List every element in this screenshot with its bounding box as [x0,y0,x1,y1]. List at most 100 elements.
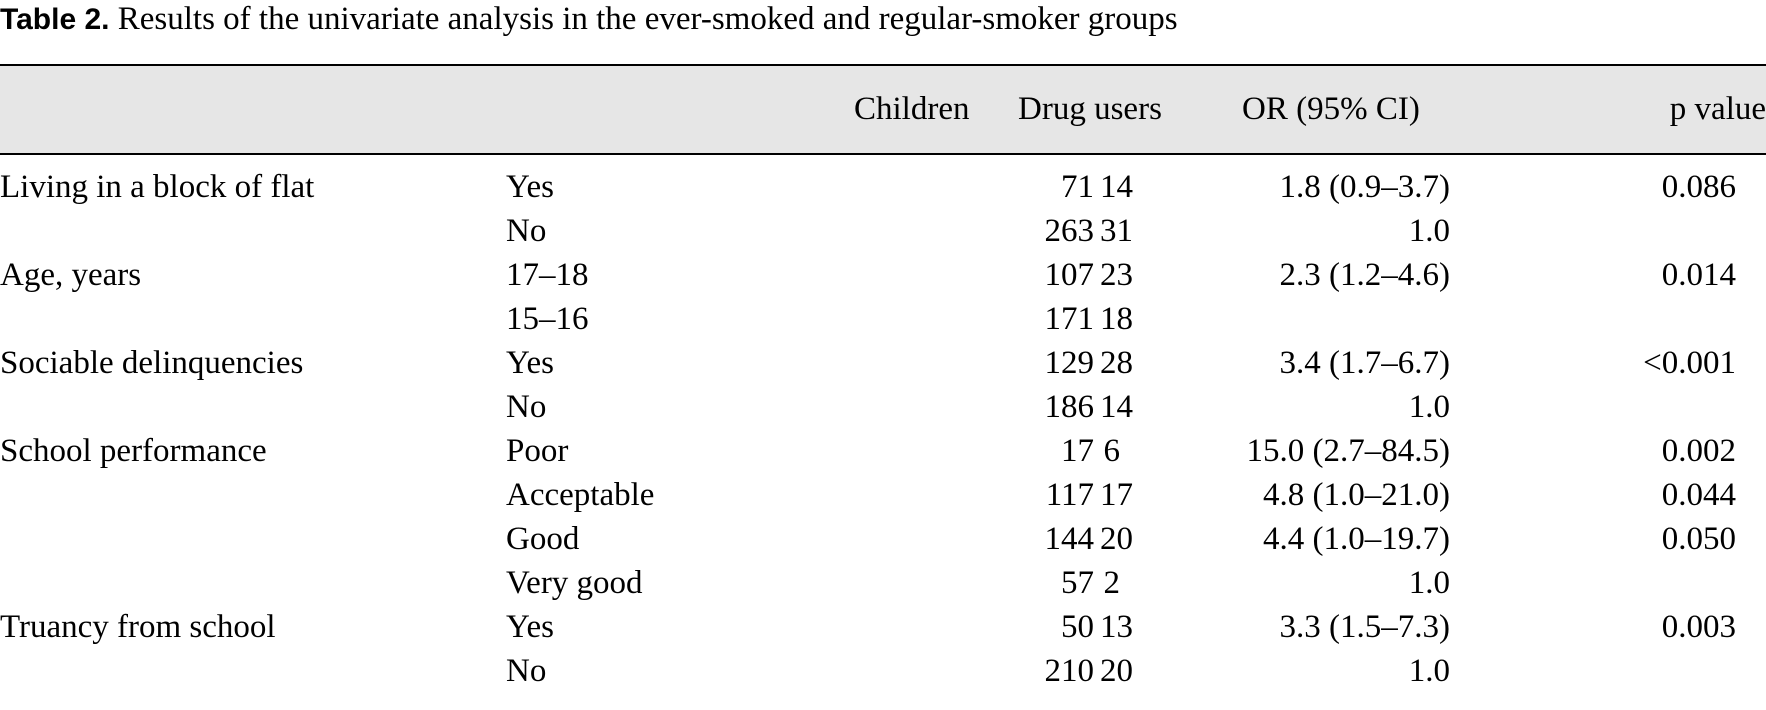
cell-children: 50 [1061,609,1095,645]
cell-children: 171 [1044,301,1095,337]
header-or-ci: OR (95% CI) [1242,91,1420,127]
cell-or-and-p: 15.0 (2.7–84.5) 0.002 [1247,429,1766,473]
cell-variable: School performance [0,433,267,469]
header-drug-users: Drug users [1018,91,1162,127]
table-row: Very good 57 2 1.0 [0,561,1766,605]
cell-or-ci: 4.4 (1.0–19.7) [1263,521,1451,557]
cell-children: 210 [1044,653,1095,689]
cell-or-and-p: 1.0 [1280,649,1766,693]
cell-children: 129 [1044,345,1095,381]
cell-p-value: <0.001 [1643,345,1737,381]
cell-or-and-p: 1.8 (0.9–3.7) 0.086 [1280,165,1766,209]
cell-drug-users: 14 [1100,169,1134,205]
cell-or-ci: 1.0 [1408,653,1451,689]
cell-level: Acceptable [506,477,655,513]
cell-children: 186 [1044,389,1095,425]
table-caption: Table 2. Results of the univariate analy… [0,0,1178,39]
cell-or-ci: 4.8 (1.0–21.0) [1263,477,1451,513]
cell-drug-users: 18 [1100,301,1134,337]
cell-drug-users: 13 [1100,609,1134,645]
cell-level: Poor [506,433,569,469]
cell-p-value: 0.014 [1661,257,1737,293]
cell-drug-users: 23 [1100,257,1134,293]
cell-drug-users: 14 [1100,389,1134,425]
cell-drug-users: 17 [1100,477,1134,513]
cell-level: Very good [506,565,643,601]
cell-variable [0,517,506,561]
cell-children: 144 [1044,521,1095,557]
cell-or-and-p: 1.0 [1280,561,1766,605]
table-header: Children Drug users OR (95% CI) p value [0,64,1766,155]
cell-drug-users: 20 [1100,521,1134,557]
cell-level: Good [506,521,580,557]
table-header-band [0,64,1766,155]
cell-variable [0,561,506,605]
cell-or-and-p [1280,297,1766,341]
cell-or-ci: 1.0 [1408,565,1451,601]
cell-p-value: 0.044 [1661,477,1737,513]
table-row: No 186 14 1.0 [0,385,1766,429]
cell-variable: Sociable delinquencies [0,345,304,381]
results-table: Children Drug users OR (95% CI) p value … [0,64,1766,693]
cell-or-ci: 15.0 (2.7–84.5) [1246,433,1451,469]
cell-variable [0,473,506,517]
header-level [506,64,818,155]
header-children: Children [854,91,970,127]
cell-variable: Living in a block of flat [0,169,315,205]
header-or-and-p: OR (95% CI) p value [1242,64,1766,155]
table-title: Results of the univariate analysis in th… [109,1,1178,37]
cell-level: No [506,653,547,689]
cell-variable [0,297,506,341]
cell-children: 57 [1061,565,1095,601]
cell-or-ci: 2.3 (1.2–4.6) [1279,257,1451,293]
table-label: Table 2. [0,3,110,36]
cell-children: 117 [1045,477,1095,513]
table-row: Age, years 17–18 107 23 2.3 (1.2–4.6) 0.014 [0,253,1766,297]
cell-p-value: 0.002 [1661,433,1737,469]
cell-p-value: 0.003 [1661,609,1737,645]
cell-or-and-p: 3.3 (1.5–7.3) 0.003 [1280,605,1766,649]
table-row: School performance Poor 17 6 15.0 (2.7–84.5)… [0,429,1766,473]
table-row: Good 144 20 4.4 (1.0–19.7) 0.050 [0,517,1766,561]
table-row: Acceptable 117 17 4.8 (1.0–21.0) 0.044 [0,473,1766,517]
cell-variable [0,209,506,253]
header-p-value: p value [1669,91,1766,127]
cell-p-value: 0.086 [1661,169,1737,205]
cell-level: No [506,213,547,249]
cell-drug-users: 31 [1100,213,1134,249]
cell-or-ci: 1.0 [1408,389,1451,425]
cell-children: 107 [1044,257,1095,293]
cell-drug-users: 20 [1100,653,1134,689]
cell-variable [0,385,506,429]
cell-level: Yes [506,169,555,205]
cell-or-and-p: 3.4 (1.7–6.7) <0.001 [1280,341,1766,385]
cell-or-and-p: 1.0 [1280,385,1766,429]
cell-or-ci: 3.3 (1.5–7.3) [1279,609,1451,645]
cell-level: 15–16 [506,301,589,337]
table-body: Living in a block of flat Yes 71 14 1.8 (0.9… [0,155,1766,693]
cell-children: 263 [1044,213,1095,249]
cell-drug-users: 28 [1100,345,1134,381]
table-row: 15–16 171 18 [0,297,1766,341]
table-row: Truancy from school Yes 50 13 3.3 (1.5–7.3) 0… [0,605,1766,649]
cell-drug-users: 6 [1103,433,1121,469]
cell-or-and-p: 1.0 [1280,209,1766,253]
cell-variable: Truancy from school [0,609,276,645]
cell-p-value: 0.050 [1661,521,1737,557]
cell-or-ci: 1.8 (0.9–3.7) [1279,169,1451,205]
cell-level: Yes [506,609,555,645]
cell-or-and-p: 2.3 (1.2–4.6) 0.014 [1280,253,1766,297]
cell-or-ci: 1.0 [1408,213,1451,249]
cell-or-ci: 3.4 (1.7–6.7) [1279,345,1451,381]
cell-level: Yes [506,345,555,381]
cell-drug-users: 2 [1103,565,1121,601]
cell-or-and-p: 4.4 (1.0–19.7) 0.050 [1263,517,1766,561]
cell-level: No [506,389,547,425]
cell-or-and-p: 4.8 (1.0–21.0) 0.044 [1263,473,1766,517]
table-row: Living in a block of flat Yes 71 14 1.8 (0.9… [0,165,1766,209]
header-variable [0,64,506,155]
cell-children: 17 [1061,433,1095,469]
table-row: No 263 31 1.0 [0,209,1766,253]
table-row: No 210 20 1.0 [0,649,1766,693]
cell-variable: Age, years [0,257,142,293]
